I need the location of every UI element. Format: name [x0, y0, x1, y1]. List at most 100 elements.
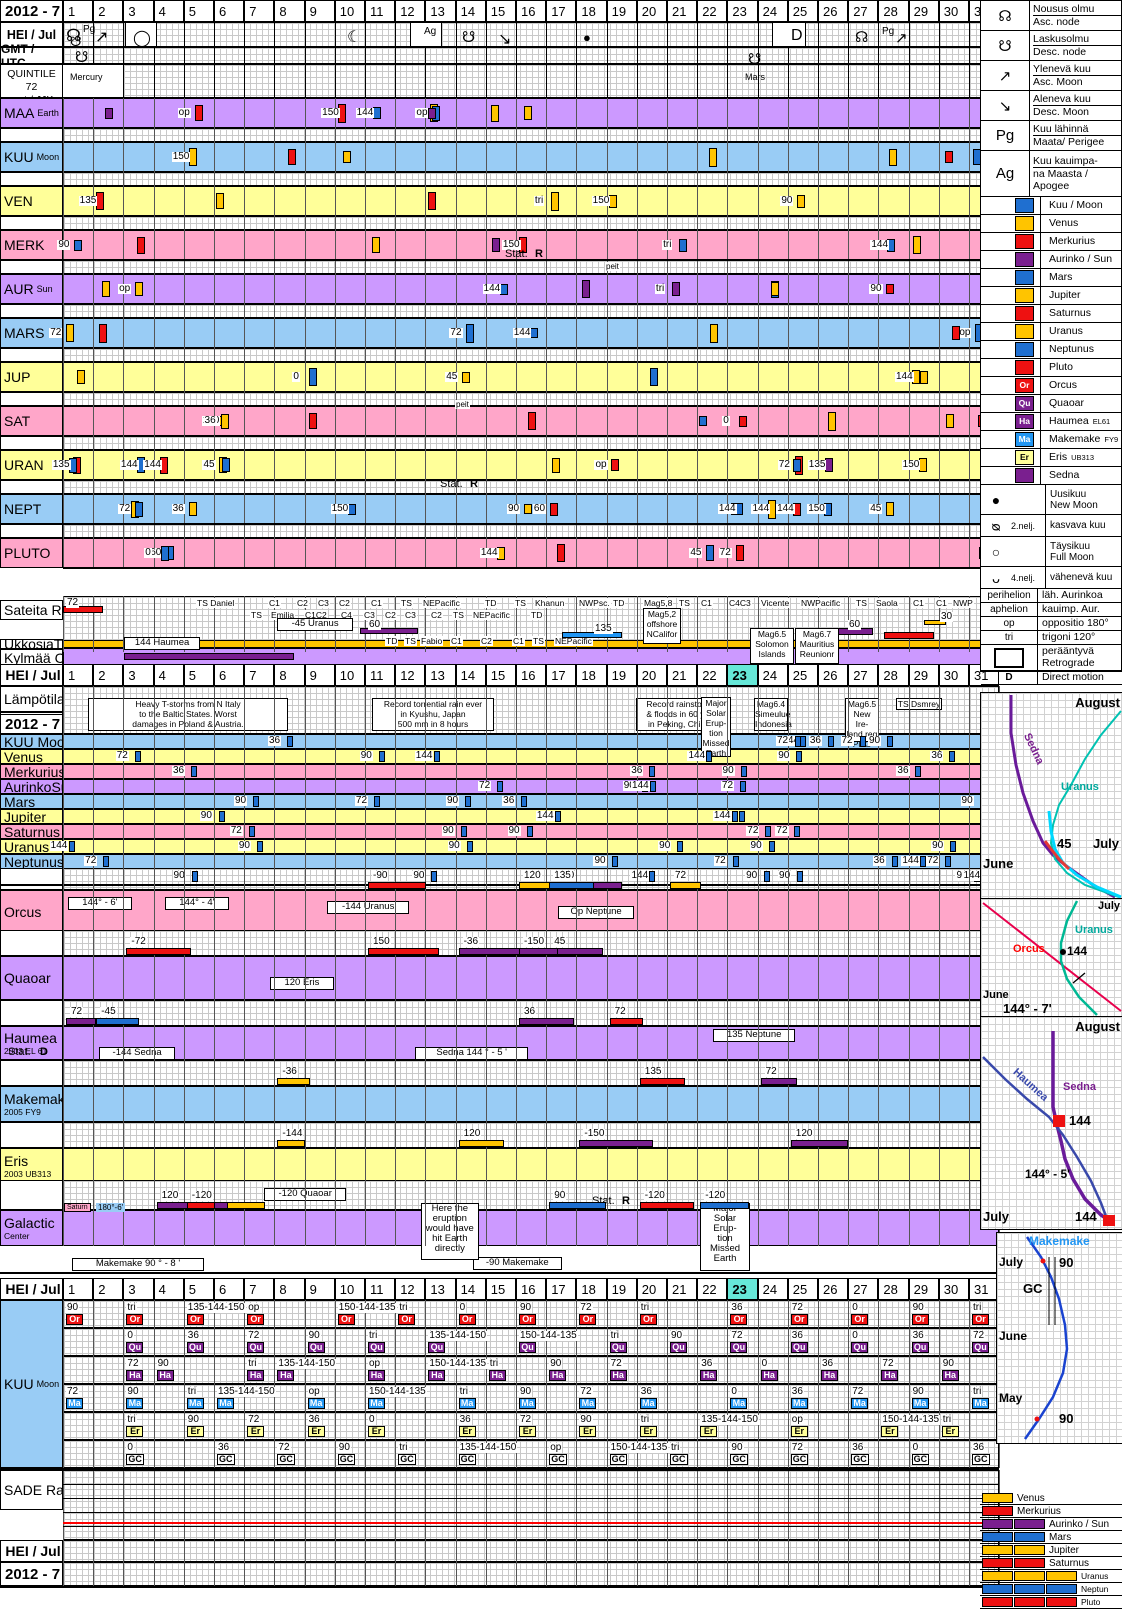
day-header-8[interactable]: 8	[274, 0, 305, 22]
day-header3-22[interactable]: 22	[697, 1278, 728, 1300]
day-header3-7[interactable]: 7	[244, 1278, 275, 1300]
day-header2-13[interactable]: 13	[425, 664, 456, 686]
day-header2-16[interactable]: 16	[516, 664, 547, 686]
day-header-2[interactable]: 2	[93, 0, 124, 22]
day-header3-8[interactable]: 8	[274, 1278, 305, 1300]
day-header-21[interactable]: 21	[667, 0, 698, 22]
day-header-28[interactable]: 28	[878, 0, 909, 22]
day-header2-25[interactable]: 25	[787, 664, 818, 686]
day-header2-27[interactable]: 27	[848, 664, 879, 686]
day-header-22[interactable]: 22	[697, 0, 728, 22]
storm-label: NEPacific	[554, 636, 593, 646]
day-header-9[interactable]: 9	[304, 0, 335, 22]
day-header2-5[interactable]: 5	[183, 664, 214, 686]
aspect-value: 144	[479, 547, 499, 558]
day-header2-23[interactable]: 23	[727, 664, 758, 686]
day-header-1[interactable]: 1	[63, 0, 94, 22]
day-header3-24[interactable]: 24	[757, 1278, 788, 1300]
day-divider	[214, 779, 215, 794]
day-header3-3[interactable]: 3	[123, 1278, 154, 1300]
day-header3-4[interactable]: 4	[153, 1278, 184, 1300]
day-header2-14[interactable]: 14	[455, 664, 486, 686]
day-header3-29[interactable]: 29	[908, 1278, 939, 1300]
day-header3-11[interactable]: 11	[365, 1278, 396, 1300]
day-header3-13[interactable]: 13	[425, 1278, 456, 1300]
day-divider	[334, 764, 336, 779]
day-header-27[interactable]: 27	[848, 0, 879, 22]
day-header3-12[interactable]: 12	[395, 1278, 426, 1300]
day-header3-30[interactable]: 30	[938, 1278, 969, 1300]
day-header2-2[interactable]: 2	[93, 664, 124, 686]
day-header3-9[interactable]: 9	[304, 1278, 335, 1300]
day-header-4[interactable]: 4	[153, 0, 184, 22]
day-header2-17[interactable]: 17	[546, 664, 577, 686]
day-header2-24[interactable]: 24	[757, 664, 788, 686]
day-header2-21[interactable]: 21	[667, 664, 698, 686]
day-header2-29[interactable]: 29	[908, 664, 939, 686]
day-header2-3[interactable]: 3	[123, 664, 154, 686]
day-header2-11[interactable]: 11	[365, 664, 396, 686]
day-header3-21[interactable]: 21	[667, 1278, 698, 1300]
day-header-24[interactable]: 24	[757, 0, 788, 22]
day-header2-6[interactable]: 6	[214, 664, 245, 686]
day-header3-17[interactable]: 17	[546, 1278, 577, 1300]
day-header3-5[interactable]: 5	[183, 1278, 214, 1300]
day-header3-26[interactable]: 26	[818, 1278, 849, 1300]
day-header2-30[interactable]: 30	[938, 664, 969, 686]
day-header3-2[interactable]: 2	[93, 1278, 124, 1300]
day-header-25[interactable]: 25	[787, 0, 818, 22]
day-header3-18[interactable]: 18	[576, 1278, 607, 1300]
day-divider	[516, 734, 517, 749]
day-header-14[interactable]: 14	[455, 0, 486, 22]
day-header3-14[interactable]: 14	[455, 1278, 486, 1300]
day-header-12[interactable]: 12	[395, 0, 426, 22]
day-header3-23[interactable]: 23	[727, 1278, 758, 1300]
day-header-30[interactable]: 30	[938, 0, 969, 22]
day-header-15[interactable]: 15	[485, 0, 516, 22]
day-header-29[interactable]: 29	[908, 0, 939, 22]
day-header-10[interactable]: 10	[334, 0, 365, 22]
day-header-20[interactable]: 20	[636, 0, 667, 22]
day-header2-19[interactable]: 19	[606, 664, 637, 686]
day-header3-1[interactable]: 1	[63, 1278, 94, 1300]
day-header3-31[interactable]: 31	[969, 1278, 1000, 1300]
day-header3-20[interactable]: 20	[636, 1278, 667, 1300]
day-header-5[interactable]: 5	[183, 0, 214, 22]
day-header-17[interactable]: 17	[546, 0, 577, 22]
day-header2-8[interactable]: 8	[274, 664, 305, 686]
day-header-11[interactable]: 11	[365, 0, 396, 22]
day-header2-20[interactable]: 20	[636, 664, 667, 686]
day-header3-25[interactable]: 25	[787, 1278, 818, 1300]
day-header-3[interactable]: 3	[123, 0, 154, 22]
day-header2-9[interactable]: 9	[304, 664, 335, 686]
day-header2-4[interactable]: 4	[153, 664, 184, 686]
day-header3-6[interactable]: 6	[214, 1278, 245, 1300]
day-header3-19[interactable]: 19	[606, 1278, 637, 1300]
day-header2-12[interactable]: 12	[395, 664, 426, 686]
day-header2-22[interactable]: 22	[697, 664, 728, 686]
day-header3-15[interactable]: 15	[485, 1278, 516, 1300]
day-header2-1[interactable]: 1	[63, 664, 94, 686]
day-header2-28[interactable]: 28	[878, 664, 909, 686]
day-header-23[interactable]: 23	[727, 0, 758, 22]
day-divider	[244, 494, 246, 524]
day-header-19[interactable]: 19	[606, 0, 637, 22]
day-header3-10[interactable]: 10	[334, 1278, 365, 1300]
day-header-18[interactable]: 18	[576, 0, 607, 22]
day-header-7[interactable]: 7	[244, 0, 275, 22]
day-header3-27[interactable]: 27	[848, 1278, 879, 1300]
day-header-16[interactable]: 16	[516, 0, 547, 22]
day-header2-15[interactable]: 15	[485, 664, 516, 686]
day-header3-16[interactable]: 16	[516, 1278, 547, 1300]
day-header-13[interactable]: 13	[425, 0, 456, 22]
day-divider	[938, 1060, 940, 1086]
day-header3-28[interactable]: 28	[878, 1278, 909, 1300]
day-header2-18[interactable]: 18	[576, 664, 607, 686]
day-header2-10[interactable]: 10	[334, 664, 365, 686]
day-header-6[interactable]: 6	[214, 0, 245, 22]
day-header2-26[interactable]: 26	[818, 664, 849, 686]
day-divider	[667, 930, 668, 956]
legend-term-key	[981, 647, 1037, 668]
day-header-26[interactable]: 26	[818, 0, 849, 22]
day-header2-7[interactable]: 7	[244, 664, 275, 686]
